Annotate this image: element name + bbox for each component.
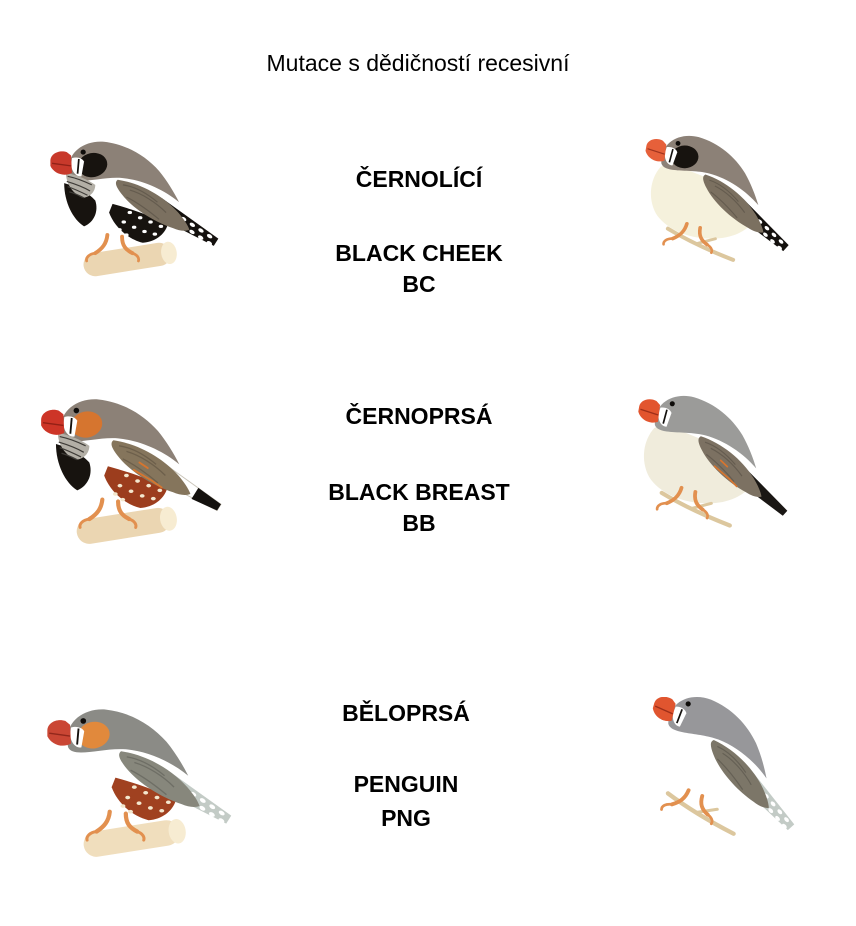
bird-illustration-black-breast-female: [620, 393, 806, 537]
english-name-penguin: PENGUIN: [353, 771, 459, 797]
english-name-black-breast: BLACK BREAST: [328, 479, 510, 505]
bird-illustration-penguin-female: [628, 697, 818, 844]
abbreviation-black-cheek: BC: [402, 271, 436, 297]
czech-name-penguin: BĚLOPRSÁ: [342, 700, 470, 726]
bird-illustration-black-cheek-male: [40, 133, 230, 280]
bird-svg-black-cheek-female: [645, 136, 789, 262]
bird-illustration-black-cheek-female: [628, 133, 806, 271]
bird-illustration-penguin-male: [36, 700, 244, 861]
bird-svg-black-cheek-male: [50, 141, 219, 277]
bird-illustration-black-breast-male: [30, 390, 234, 548]
czech-name-black-cheek: ČERNOLÍCÍ: [355, 166, 483, 192]
bird-svg-penguin-female: [652, 697, 795, 836]
bird-svg-black-breast-female: [638, 396, 788, 528]
bird-svg-penguin-male: [47, 709, 232, 857]
czech-name-black-breast: ČERNOPRSÁ: [345, 403, 493, 429]
english-name-black-cheek: BLACK CHEEK: [335, 240, 503, 266]
abbreviation-black-breast: BB: [402, 510, 436, 536]
bird-svg-black-breast-male: [41, 399, 222, 544]
page-title: Mutace s dědičností recesivní: [266, 50, 570, 76]
abbreviation-penguin: PNG: [381, 805, 431, 831]
